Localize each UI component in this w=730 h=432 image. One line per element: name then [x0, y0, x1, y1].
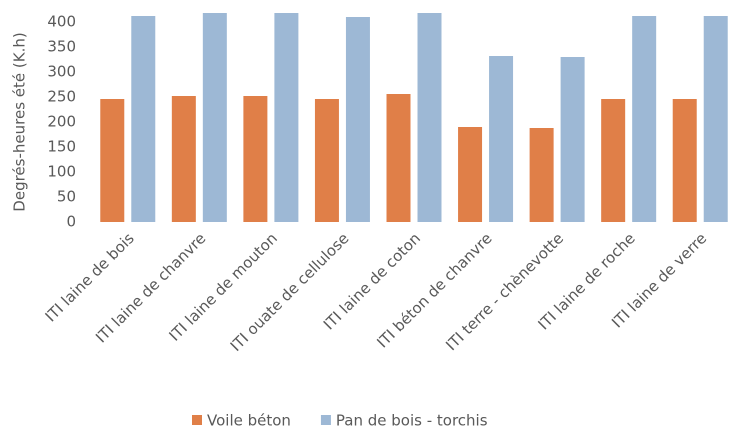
y-tick-label: 350: [47, 38, 76, 56]
y-tick-label: 300: [47, 63, 76, 81]
bar: [560, 57, 585, 222]
y-tick-label: 200: [47, 113, 76, 131]
bar: [171, 96, 196, 222]
bar: [345, 17, 370, 222]
bar: [386, 94, 411, 222]
y-axis-label: Degrés-heures été (K.h): [11, 32, 29, 211]
legend-swatch: [320, 415, 331, 425]
bar: [489, 56, 514, 222]
bar: [601, 99, 626, 222]
bar: [703, 16, 728, 222]
y-tick-label: 50: [57, 188, 76, 206]
bar: [274, 13, 299, 222]
legend-label: Voile béton: [207, 412, 291, 430]
x-tick-label: ITI terre - chènevotte: [442, 229, 567, 354]
bar: [202, 13, 227, 222]
y-tick-label: 0: [66, 213, 76, 231]
bar: [529, 128, 554, 222]
y-tick-label: 250: [47, 88, 76, 106]
y-tick-label: 100: [47, 163, 76, 181]
bar: [458, 127, 483, 222]
bar: [131, 16, 156, 222]
legend-label: Pan de bois - torchis: [336, 412, 488, 430]
bar: [632, 16, 657, 222]
bar: [672, 99, 697, 222]
y-tick-label: 400: [47, 13, 76, 31]
bar: [100, 99, 125, 222]
bar: [314, 99, 339, 222]
y-tick-label: 150: [47, 138, 76, 156]
legend-swatch: [192, 415, 202, 425]
bar: [243, 96, 268, 222]
bar: [417, 13, 442, 222]
x-tick-label: ITI ouate de cellulose: [227, 229, 353, 355]
